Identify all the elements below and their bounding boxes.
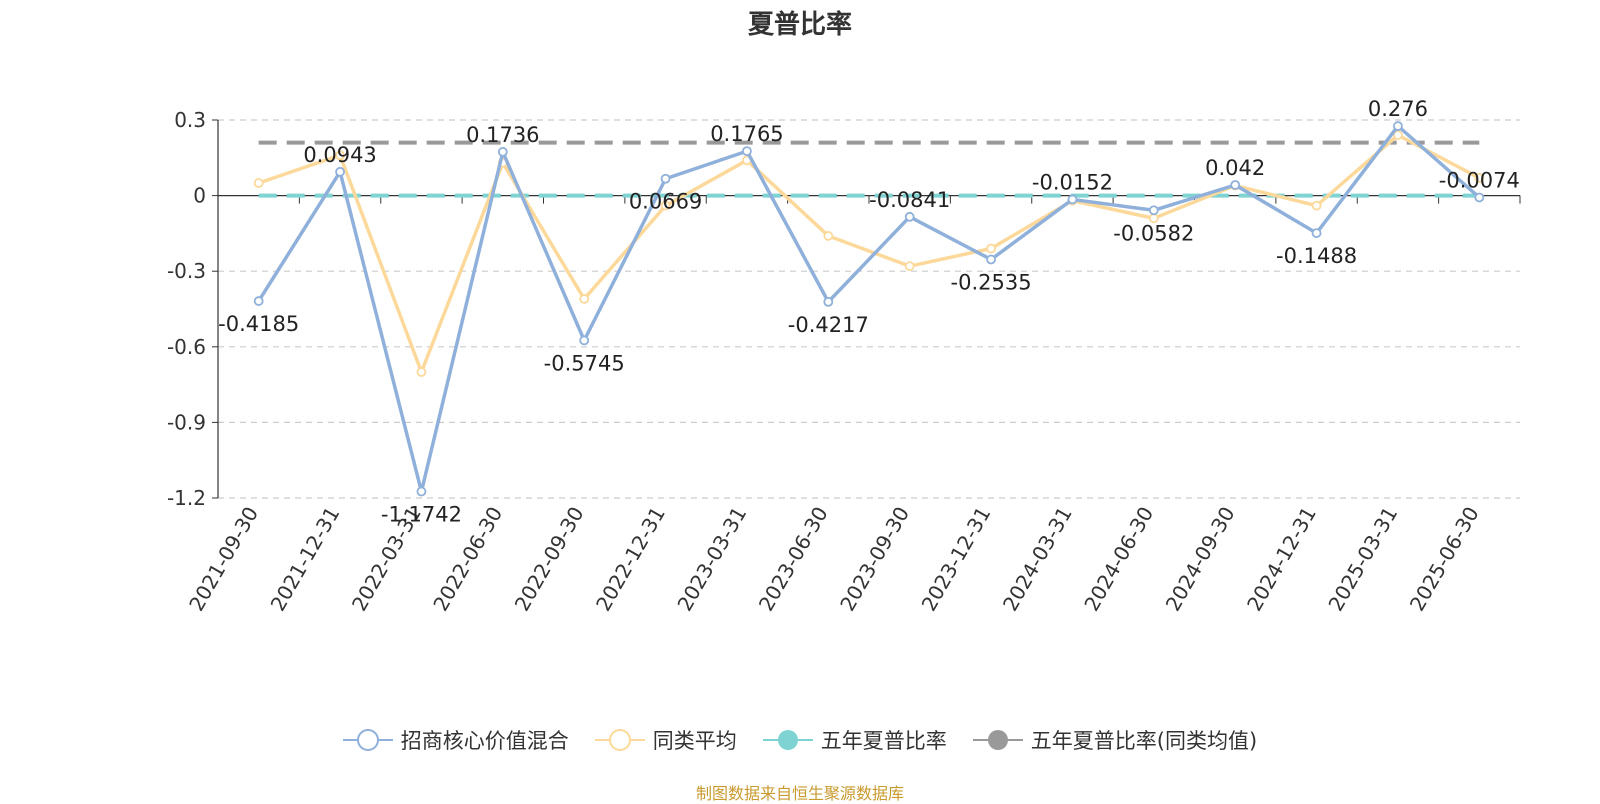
fund-point[interactable] xyxy=(742,146,752,157)
category-average-point[interactable] xyxy=(660,200,671,211)
data-label: 0.042 xyxy=(1205,156,1265,180)
data-label: 0.0669 xyxy=(629,190,702,214)
y-tick-label: 0 xyxy=(193,184,206,208)
fund-point[interactable] xyxy=(986,254,996,265)
fund-point[interactable] xyxy=(416,486,427,497)
legend-item-fund[interactable]: 招商核心价值混合 xyxy=(342,725,569,755)
x-tick-label: 2024-09-30 xyxy=(1161,503,1240,616)
data-label: -0.0582 xyxy=(1113,221,1194,245)
fund-point[interactable] xyxy=(1311,228,1322,238)
y-tick-label: -0.6 xyxy=(167,335,206,359)
x-tick-label: 2024-03-31 xyxy=(998,503,1077,616)
legend-label-five-year-sharpe: 五年夏普比率 xyxy=(820,729,947,753)
fund-point[interactable] xyxy=(579,335,590,346)
series-line-fund xyxy=(257,124,1481,494)
x-tick-label: 2022-12-31 xyxy=(591,503,670,616)
data-label: 0.1765 xyxy=(710,122,783,146)
source-note: 制图数据来自恒生聚源数据库 xyxy=(695,784,904,803)
x-tick-label: 2023-09-30 xyxy=(835,503,914,616)
category-average-point[interactable] xyxy=(823,231,834,241)
y-tick-label: -0.9 xyxy=(167,410,206,434)
data-label: -0.5745 xyxy=(544,351,625,375)
fund-point[interactable] xyxy=(1393,121,1403,131)
fund-point[interactable] xyxy=(335,166,345,177)
fund-point[interactable] xyxy=(823,296,834,307)
legend-label-five-year-sharpe-average: 五年夏普比率(同类均值) xyxy=(1030,729,1258,753)
series-line-category-average xyxy=(258,133,1481,374)
category-average-point[interactable] xyxy=(416,367,427,377)
category-average-point[interactable] xyxy=(1311,200,1322,211)
data-label: -0.0841 xyxy=(869,188,950,212)
data-label: -0.0074 xyxy=(1439,168,1520,192)
fund-point[interactable] xyxy=(904,211,915,222)
category-average-point[interactable] xyxy=(1474,173,1485,183)
category-average-point[interactable] xyxy=(335,150,345,161)
legend-item-five-year-sharpe-average[interactable]: 五年夏普比率(同类均值) xyxy=(972,725,1258,755)
legend-label-category-average: 同类平均 xyxy=(652,729,737,753)
legend-label-fund: 招商核心价值混合 xyxy=(400,729,569,753)
data-label: -1.1742 xyxy=(381,502,462,526)
legend-line-open-circle-icon xyxy=(342,729,393,751)
category-average-point[interactable] xyxy=(253,178,264,188)
y-tick-label: -0.3 xyxy=(167,259,206,283)
y-tick-label: -1.2 xyxy=(167,486,206,510)
x-tick-label: 2025-03-31 xyxy=(1323,503,1402,616)
category-average-point[interactable] xyxy=(986,243,996,254)
x-tick-label: 2023-06-30 xyxy=(754,503,833,616)
legend-item-category-average[interactable]: 同类平均 xyxy=(594,725,737,755)
x-tick-label: 2023-03-31 xyxy=(672,503,751,616)
legend-item-five-year-sharpe[interactable]: 五年夏普比率 xyxy=(762,725,947,755)
category-average-point[interactable] xyxy=(1393,130,1403,141)
y-tick-label: 0.3 xyxy=(174,108,206,132)
category-average-point[interactable] xyxy=(904,261,915,272)
x-tick-label: 2025-06-30 xyxy=(1405,503,1484,616)
fund-point[interactable] xyxy=(660,173,671,184)
fund-point[interactable] xyxy=(497,146,508,157)
grid-lines xyxy=(218,119,1520,499)
legend-line-filled-circle-icon xyxy=(762,730,813,750)
data-label: -0.4185 xyxy=(218,312,299,336)
series-lines xyxy=(253,121,1485,497)
fund-point[interactable] xyxy=(1067,194,1078,205)
data-label: 0.1736 xyxy=(466,123,539,147)
fund-point[interactable] xyxy=(1230,180,1241,190)
data-label: -0.0152 xyxy=(1032,170,1113,194)
data-label: -0.1488 xyxy=(1276,244,1357,268)
chart-title: 夏普比率 xyxy=(747,10,852,40)
legend-line-open-circle-icon xyxy=(594,729,645,751)
fund-point[interactable] xyxy=(253,296,264,306)
x-tick-label: 2024-06-30 xyxy=(1079,503,1158,616)
data-label: -0.4217 xyxy=(788,313,869,337)
data-label: 0.276 xyxy=(1368,97,1428,121)
data-labels: -0.4185 0.0943 -1.1742 0.1736 -0.5745 0.0669 0… xyxy=(218,97,1520,526)
x-tick-label: 2024-12-31 xyxy=(1242,503,1321,616)
x-tick-label: 2021-09-30 xyxy=(184,503,263,616)
category-average-point[interactable] xyxy=(579,294,590,304)
x-tick-label: 2023-12-31 xyxy=(916,503,995,616)
x-tick-label: 2022-09-30 xyxy=(510,503,589,616)
x-tick-label: 2021-12-31 xyxy=(265,503,344,616)
legend: 招商核心价值混合 同类平均 五年夏普比率 五年夏普比率(同类均值) xyxy=(0,722,1600,758)
data-label: 0.0943 xyxy=(303,143,376,167)
fund-point[interactable] xyxy=(1148,205,1159,216)
fund-point[interactable] xyxy=(1474,192,1485,203)
data-label: -0.2535 xyxy=(951,270,1032,294)
legend-line-filled-circle-icon xyxy=(972,730,1023,750)
